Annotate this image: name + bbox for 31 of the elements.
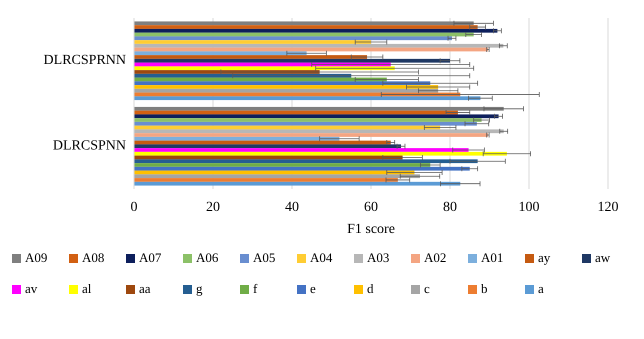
legend-label: A02 [424, 250, 446, 265]
legend-label: av [25, 280, 38, 296]
legend-label: g [196, 280, 203, 296]
legend-label: A04 [310, 250, 333, 265]
legend-label: aw [595, 250, 611, 265]
y-tick-label: DLRCSPRNN [44, 52, 126, 68]
x-tick-label: 100 [518, 200, 540, 215]
legend-label: A06 [196, 250, 219, 265]
x-axis-title: F1 score [347, 222, 395, 237]
x-tick-label: 60 [364, 200, 378, 215]
legend-label: A08 [82, 250, 104, 265]
legend-label: al [82, 280, 92, 296]
legend-label: aa [139, 280, 151, 296]
x-tick-label: 40 [285, 200, 299, 215]
legend-label: a [538, 280, 544, 296]
x-tick-label: 80 [443, 200, 457, 215]
legend-label: A05 [253, 250, 276, 265]
legend-label: d [367, 280, 374, 296]
x-tick-label: 120 [598, 200, 618, 215]
x-tick-label: 0 [130, 200, 138, 215]
legend-label: A07 [139, 250, 162, 265]
legend-label: f [253, 280, 258, 296]
legend-label: A09 [25, 250, 48, 265]
legend-label: b [481, 280, 488, 296]
legend-label: A03 [367, 250, 390, 265]
legend-label: e [310, 280, 316, 296]
legend-label: ay [538, 250, 551, 265]
legend-label: c [424, 280, 430, 296]
y-tick-label: DLRCSPNN [52, 138, 126, 154]
legend-label: A01 [481, 250, 504, 265]
x-tick-label: 20 [206, 200, 220, 215]
